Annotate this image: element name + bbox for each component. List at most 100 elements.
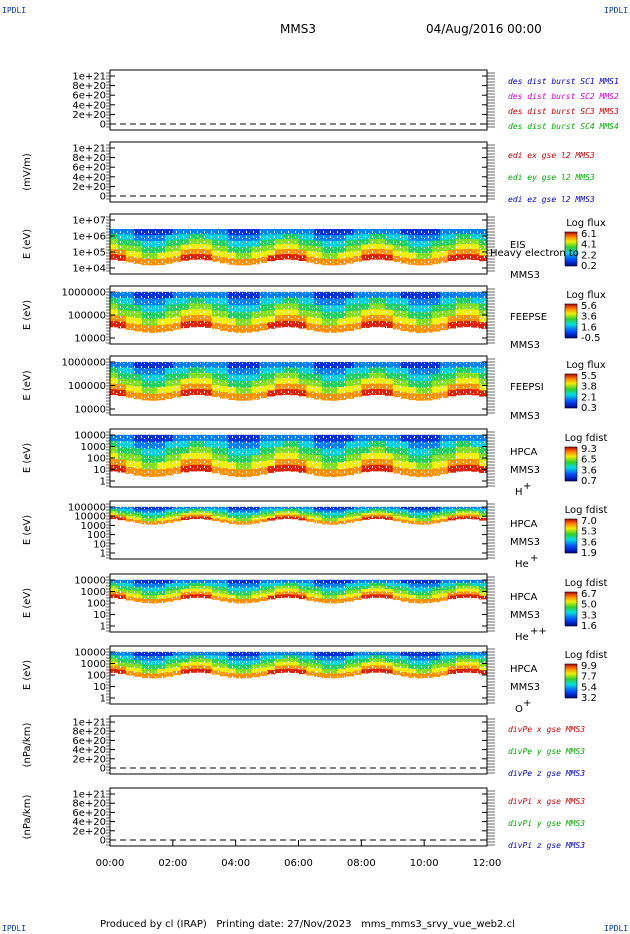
p4-colorbar-tick: 5.6: [581, 301, 597, 312]
p5-colorbar: [564, 373, 578, 409]
p4-colorbar-tick: 1.6: [581, 322, 597, 333]
p6-data-gaps: [110, 429, 487, 487]
xtick-label: 02:00: [158, 858, 187, 869]
p7-colorbar-tick: 3.6: [581, 537, 597, 548]
p4-ytick-label: 100000: [68, 311, 106, 322]
p3-data-gaps: [110, 214, 487, 274]
p2-legend-entry: edi ex gse l2 MMS3: [508, 151, 595, 160]
p10-legend-entry: divPe x gse MMS3: [508, 725, 585, 734]
p2-ytick-label: 1e+21: [72, 144, 106, 155]
p1-ytick-label: 8e+20: [72, 81, 106, 92]
p9-colorbar-tick: 9.9: [581, 661, 597, 672]
p5-colorbar-tick: 3.8: [581, 382, 597, 393]
p11-ytick-label: 2e+20: [72, 826, 106, 837]
p7-species-charge: +: [530, 553, 538, 564]
p7-ytick-label: 1000: [81, 521, 106, 532]
p3-ytick-label: 1e+06: [72, 232, 106, 243]
corner-label-top-left: IPDLI: [2, 6, 27, 15]
p7-colorbar: [564, 518, 578, 554]
p9-ylabel: E (eV): [22, 660, 33, 690]
p9-data-gaps: [110, 646, 487, 704]
p2-ytick-label: 8e+20: [72, 153, 106, 164]
p5-instrument-label: FEEPSI: [510, 382, 544, 393]
p6-colorbar-tick: 6.5: [581, 455, 597, 466]
p1-ytick-label: 1e+21: [72, 72, 106, 83]
spacecraft-title: MMS3: [280, 22, 316, 36]
footer-credit: Produced by cl (IRAP) Printing date: 27/…: [100, 919, 515, 930]
p7-spacecraft-label: MMS3: [510, 537, 540, 548]
p8-species-label: He: [515, 632, 529, 643]
xtick-label: 04:00: [221, 858, 250, 869]
p7-colorbar-tick: 5.3: [581, 527, 597, 538]
p8-instrument-label: HPCA: [510, 592, 538, 603]
p3-colorbar-title: Log flux: [566, 218, 606, 229]
p7-colorbar-title: Log fdist: [565, 505, 608, 516]
p5-ytick-label: 1000000: [61, 358, 106, 369]
p7-data-gaps: [110, 501, 487, 559]
p5-colorbar-title: Log flux: [566, 360, 606, 371]
p8-ytick-label: 1000: [81, 587, 106, 598]
p11-legend-entry: divPi z gse MMS3: [508, 841, 585, 850]
p4-colorbar: [564, 303, 578, 339]
p1-frame: [109, 69, 488, 131]
p7-ylabel: E (eV): [22, 515, 33, 545]
p6-colorbar: [564, 446, 578, 482]
p5-spacecraft-label: MMS3: [510, 411, 540, 422]
p7-instrument-label: HPCA: [510, 519, 538, 530]
p10-ytick-label: 8e+20: [72, 727, 106, 738]
p7-frame: [109, 500, 488, 560]
p7-colorbar-tick: 7.0: [581, 516, 597, 527]
p9-colorbar: [564, 663, 578, 699]
p6-species-label: H: [515, 487, 523, 498]
p1-ytick-label: 0: [100, 120, 106, 131]
p3-colorbar-tick: 2.2: [581, 250, 597, 261]
p4-ylabel: E (eV): [22, 300, 33, 330]
p6-ytick-label: 10000: [74, 431, 106, 442]
p5-ylabel: E (eV): [22, 370, 33, 400]
p8-data-gaps: [110, 574, 487, 632]
xtick-label: 12:00: [473, 858, 502, 869]
p10-ytick-label: 6e+20: [72, 736, 106, 747]
corner-label-bottom-left: IPDLI: [2, 924, 27, 933]
p6-ytick-label: 100: [87, 454, 106, 465]
panel-p4: 1000000 100000 10000 E (eV) Log flux5.63.61.…: [22, 285, 606, 351]
p9-ytick-label: 10: [93, 682, 106, 693]
p7-ytick-label: 10000: [74, 512, 106, 523]
xtick-label: 00:00: [96, 858, 125, 869]
xtick-label: 08:00: [347, 858, 376, 869]
p6-species-charge: +: [523, 481, 531, 492]
p3-colorbar-tick: 0.2: [581, 261, 597, 272]
p8-ytick-label: 1: [100, 622, 106, 633]
p6-colorbar-tick: 3.6: [581, 465, 597, 476]
p11-ylabel: (nPa/km): [22, 795, 33, 840]
xtick-label: 10:00: [410, 858, 439, 869]
p6-instrument-label: HPCA: [510, 447, 538, 458]
p3-colorbar-tick: 4.1: [581, 240, 597, 251]
p6-spacecraft-label: MMS3: [510, 465, 540, 476]
p5-ytick-label: 10000: [74, 405, 106, 416]
p2-ylabel: (mV/m): [22, 153, 33, 191]
p4-instrument-label: FEEPSE: [510, 312, 547, 323]
p9-spacecraft-label: MMS3: [510, 682, 540, 693]
p5-colorbar-tick: 2.1: [581, 392, 597, 403]
p8-spacecraft-label: MMS3: [510, 610, 540, 621]
p3-ylabel: E (eV): [22, 229, 33, 259]
p10-ytick-label: 2e+20: [72, 754, 106, 765]
p4-data-gaps: [110, 286, 487, 344]
p2-ytick-label: 6e+20: [72, 163, 106, 174]
p10-legend-entry: divPe y gse MMS3: [508, 747, 585, 756]
p6-ytick-label: 1: [100, 477, 106, 488]
p5-colorbar-tick: 0.3: [581, 403, 597, 414]
p2-ytick-label: 4e+20: [72, 172, 106, 183]
p5-data-gaps: [110, 356, 487, 415]
p8-species-charge: ++: [530, 626, 547, 637]
p10-frame: [109, 715, 488, 775]
p8-colorbar-title: Log fdist: [565, 578, 608, 589]
p7-ytick-label: 100: [87, 530, 106, 541]
